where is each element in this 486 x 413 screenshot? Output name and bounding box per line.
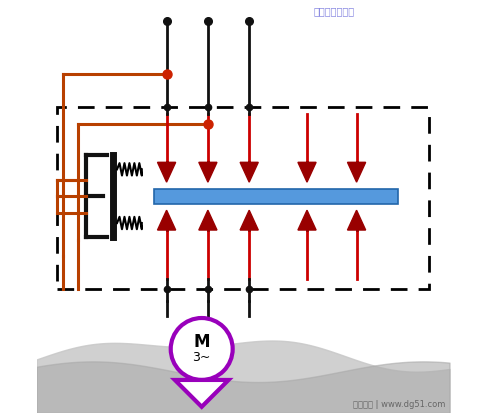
Polygon shape [240, 210, 258, 230]
Polygon shape [298, 210, 316, 230]
Polygon shape [240, 162, 258, 182]
Polygon shape [157, 210, 175, 230]
Polygon shape [347, 162, 365, 182]
Text: M: M [193, 332, 210, 351]
Polygon shape [347, 210, 365, 230]
Bar [154, 189, 398, 204]
Bar [57, 107, 429, 289]
Polygon shape [298, 162, 316, 182]
Polygon shape [175, 380, 228, 407]
Polygon shape [199, 210, 217, 230]
Text: 交流接触器原理: 交流接触器原理 [313, 6, 354, 16]
Text: 电工之友 | www.dg51.com: 电工之友 | www.dg51.com [353, 400, 445, 409]
Text: 3~: 3~ [192, 351, 211, 364]
Polygon shape [199, 162, 217, 182]
Circle shape [171, 318, 233, 380]
Polygon shape [157, 162, 175, 182]
